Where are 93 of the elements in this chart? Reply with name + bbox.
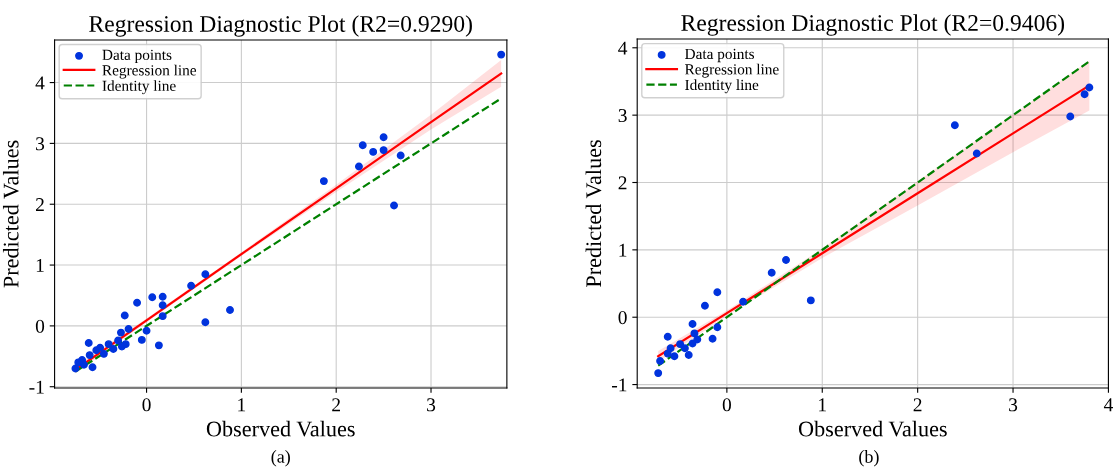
y-tick-label: 0 — [35, 319, 45, 333]
point — [654, 369, 663, 378]
x-tick-label: 2 — [332, 398, 340, 412]
point — [124, 324, 133, 333]
point — [84, 338, 93, 347]
point — [104, 340, 113, 349]
point — [154, 341, 163, 350]
point — [109, 345, 118, 353]
point — [666, 344, 675, 353]
x-axis-title: Observed Values — [206, 420, 355, 437]
y-tick-label: 4 — [618, 41, 628, 55]
text: (a) — [271, 450, 290, 467]
y-axis-title: Predicted Values — [2, 140, 19, 288]
x-tick-label: 0 — [142, 398, 151, 412]
point — [158, 301, 167, 310]
y-tick-label: 1 — [619, 243, 627, 257]
point — [1085, 83, 1094, 92]
point — [201, 318, 210, 327]
point — [739, 297, 748, 306]
y-tick-label: -1 — [612, 378, 627, 392]
point — [950, 121, 959, 130]
point — [379, 133, 388, 142]
x-tick-label: 1 — [819, 398, 826, 412]
y-tick-label: 2 — [36, 198, 44, 211]
point — [972, 149, 981, 158]
point — [713, 323, 722, 332]
legend-label: Data points — [685, 48, 755, 63]
point — [379, 146, 388, 155]
point — [120, 311, 129, 320]
y-tick-label: 4 — [35, 76, 45, 90]
point — [688, 319, 697, 328]
point — [700, 301, 709, 310]
point — [684, 350, 693, 359]
point — [708, 334, 717, 343]
point — [680, 344, 689, 353]
point — [80, 360, 88, 369]
point — [96, 343, 105, 352]
point — [85, 351, 94, 360]
x-tick-label: 0 — [722, 398, 731, 412]
point — [88, 363, 97, 372]
point — [656, 357, 665, 365]
point — [355, 162, 363, 171]
point — [71, 364, 80, 373]
point — [1080, 90, 1089, 99]
legend-label: Regression line — [102, 64, 197, 79]
point — [396, 151, 405, 160]
chart-title: Regression Diagnostic Plot (R2=0.9290) — [89, 15, 472, 37]
point — [319, 177, 328, 186]
point — [226, 306, 234, 315]
point — [117, 328, 125, 337]
point — [142, 326, 151, 335]
point — [390, 201, 398, 210]
y-tick-label: -1 — [29, 380, 44, 394]
point — [114, 336, 123, 345]
point — [158, 312, 167, 321]
point — [99, 349, 108, 358]
y-tick-label: 1 — [36, 258, 44, 272]
point — [369, 147, 378, 156]
x-tick-label: 1 — [238, 398, 246, 412]
y-tick-label: 3 — [36, 137, 45, 151]
point — [137, 335, 146, 344]
chart-title: Regression Diagnostic Plot (R2=0.9406) — [681, 14, 1065, 36]
point — [358, 141, 367, 150]
legend-label: Data points — [102, 49, 172, 64]
point — [713, 288, 722, 297]
x-tick-label: 4 — [1103, 398, 1113, 412]
y-tick-label: 0 — [618, 311, 627, 325]
point — [158, 292, 167, 301]
point — [693, 335, 702, 344]
point — [201, 270, 210, 279]
legend-label: Identity line — [685, 79, 759, 94]
point — [133, 298, 142, 307]
x-axis-title: Observed Values — [798, 420, 947, 437]
point — [767, 268, 776, 277]
legend-label: Regression line — [685, 63, 779, 78]
y-axis-title: Predicted Values — [585, 140, 602, 288]
point — [1066, 112, 1075, 121]
y-tick-label: 2 — [618, 176, 627, 190]
point — [121, 340, 130, 349]
y-tick-label: 3 — [618, 109, 627, 123]
point — [782, 256, 790, 264]
legend-label: Identity line — [102, 80, 176, 95]
point — [497, 50, 506, 59]
point — [148, 293, 157, 302]
point — [806, 296, 815, 305]
point — [670, 352, 679, 361]
point — [663, 332, 672, 341]
text: (b) — [859, 450, 879, 467]
x-tick-label: 3 — [427, 398, 436, 412]
point — [690, 329, 699, 338]
x-tick-label: 3 — [1009, 398, 1018, 412]
point — [187, 281, 196, 290]
x-tick-label: 2 — [913, 398, 922, 412]
